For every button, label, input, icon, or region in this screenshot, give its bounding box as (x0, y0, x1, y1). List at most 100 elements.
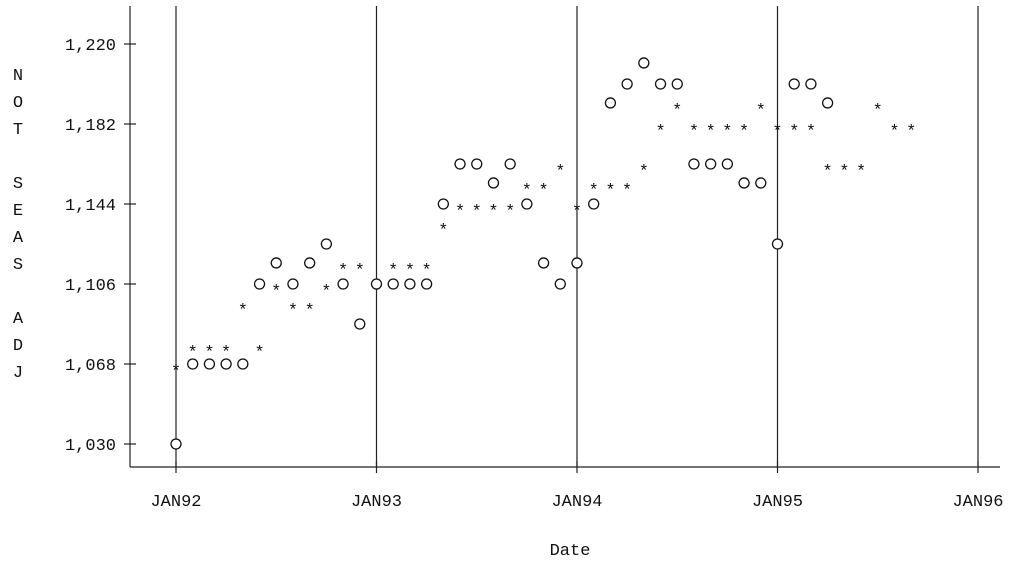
axes: 1,220 1,182 1,144 1,106 1,068 1,030 JAN92 JAN93… (13, 6, 1004, 561)
data-point-star: * (823, 163, 833, 182)
data-point-circle (571, 257, 583, 269)
y-tick-label: 1,030 (65, 437, 116, 456)
data-point-star: * (722, 123, 732, 142)
data-point-circle (487, 177, 500, 189)
data-point-star: * (555, 163, 565, 182)
data-point-star: * (338, 262, 348, 281)
data-point-star: * (221, 344, 231, 363)
data-point-circle (705, 158, 717, 170)
data-point-circle (304, 257, 316, 269)
data-point-star: * (405, 262, 415, 281)
data-point-star: * (305, 302, 315, 321)
data-point-star: * (655, 123, 665, 142)
y-axis-title-char: D (13, 337, 23, 356)
data-marks: * * * * * * * * * * * * * * * * * * * * * * * * * * * * * * * * * * * * * * * *… (170, 57, 916, 450)
x-tick-label: JAN94 (551, 493, 602, 512)
data-point-circle (187, 358, 199, 370)
data-point-star: * (739, 123, 749, 142)
y-axis-title-char: A (13, 310, 24, 329)
data-point-circle (671, 78, 683, 90)
data-point-circle (420, 278, 433, 290)
x-tick-label: JAN92 (150, 493, 201, 512)
y-tick-label: 1,144 (65, 197, 116, 216)
x-tick-label: JAN95 (752, 493, 803, 512)
y-axis-title-char: A (13, 229, 24, 248)
y-axis-title-char: T (13, 121, 23, 140)
data-point-star: * (906, 123, 916, 142)
y-tick-label: 1,182 (65, 117, 116, 136)
data-point-star: * (605, 182, 615, 201)
data-point-circle (805, 78, 817, 90)
data-point-star: * (589, 182, 599, 201)
data-point-star: * (455, 203, 465, 222)
data-point-star: * (889, 123, 899, 142)
y-axis-title-char: S (13, 256, 23, 275)
y-axis-title-char: O (13, 94, 23, 113)
data-point-circle (320, 238, 333, 250)
data-point-star: * (839, 163, 849, 182)
data-point-circle (521, 198, 533, 210)
y-axis-title-char: S (13, 175, 23, 194)
data-point-circle (220, 358, 232, 370)
data-point-circle (504, 158, 516, 170)
data-point-star: * (572, 203, 582, 222)
data-point-star: * (505, 203, 515, 222)
data-point-circle (604, 97, 617, 109)
data-point-circle (404, 278, 416, 290)
data-point-circle (237, 358, 249, 370)
data-point-circle (821, 97, 834, 109)
y-axis-title-char: N (13, 67, 23, 86)
data-point-star: * (806, 123, 816, 142)
data-point-circle (554, 278, 566, 290)
data-point-circle (588, 198, 600, 210)
data-point-star: * (538, 182, 548, 201)
data-point-star: * (271, 283, 281, 302)
data-point-circle (755, 177, 767, 189)
x-tick-label: JAN96 (952, 493, 1003, 512)
data-point-circle (370, 278, 383, 290)
data-point-circle (771, 238, 784, 250)
data-point-star: * (756, 102, 766, 121)
data-point-star: * (171, 363, 181, 382)
data-point-star: * (238, 302, 248, 321)
data-point-star: * (438, 222, 448, 241)
data-point-star: * (188, 344, 198, 363)
data-point-star: * (706, 123, 716, 142)
data-point-circle (253, 278, 266, 290)
data-point-star: * (472, 203, 482, 222)
data-point-star: * (873, 102, 883, 121)
data-point-star: * (371, 283, 381, 302)
data-point-star: * (204, 344, 214, 363)
data-point-circle (437, 198, 449, 210)
data-point-circle (688, 158, 700, 170)
data-point-circle (537, 257, 550, 269)
data-point-circle (270, 257, 282, 269)
y-axis-title-char: E (13, 202, 23, 221)
data-point-star: * (772, 123, 782, 142)
data-point-star: * (321, 283, 331, 302)
data-point-star: * (639, 163, 649, 182)
data-point-circle (354, 318, 366, 330)
data-point-circle (738, 177, 750, 189)
data-point-circle (638, 57, 650, 69)
data-point-star: * (689, 123, 699, 142)
y-tick-label: 1,220 (65, 37, 116, 56)
data-point-star: * (422, 262, 432, 281)
data-point-star: * (288, 302, 298, 321)
data-point-star: * (355, 262, 365, 281)
data-point-star: * (672, 102, 682, 121)
x-axis-title: Date (550, 542, 591, 561)
data-point-star: * (622, 182, 632, 201)
data-point-circle (788, 78, 800, 90)
data-point-circle (170, 438, 182, 450)
y-tick-label: 1,068 (65, 357, 116, 376)
data-point-circle (721, 158, 734, 170)
data-point-circle (337, 278, 349, 290)
data-point-star: * (388, 262, 398, 281)
y-tick-label: 1,106 (65, 277, 116, 296)
data-point-star: * (856, 163, 866, 182)
data-point-circle (203, 358, 216, 370)
data-point-circle (387, 278, 399, 290)
data-point-star: * (789, 123, 799, 142)
data-point-circle (454, 158, 466, 170)
